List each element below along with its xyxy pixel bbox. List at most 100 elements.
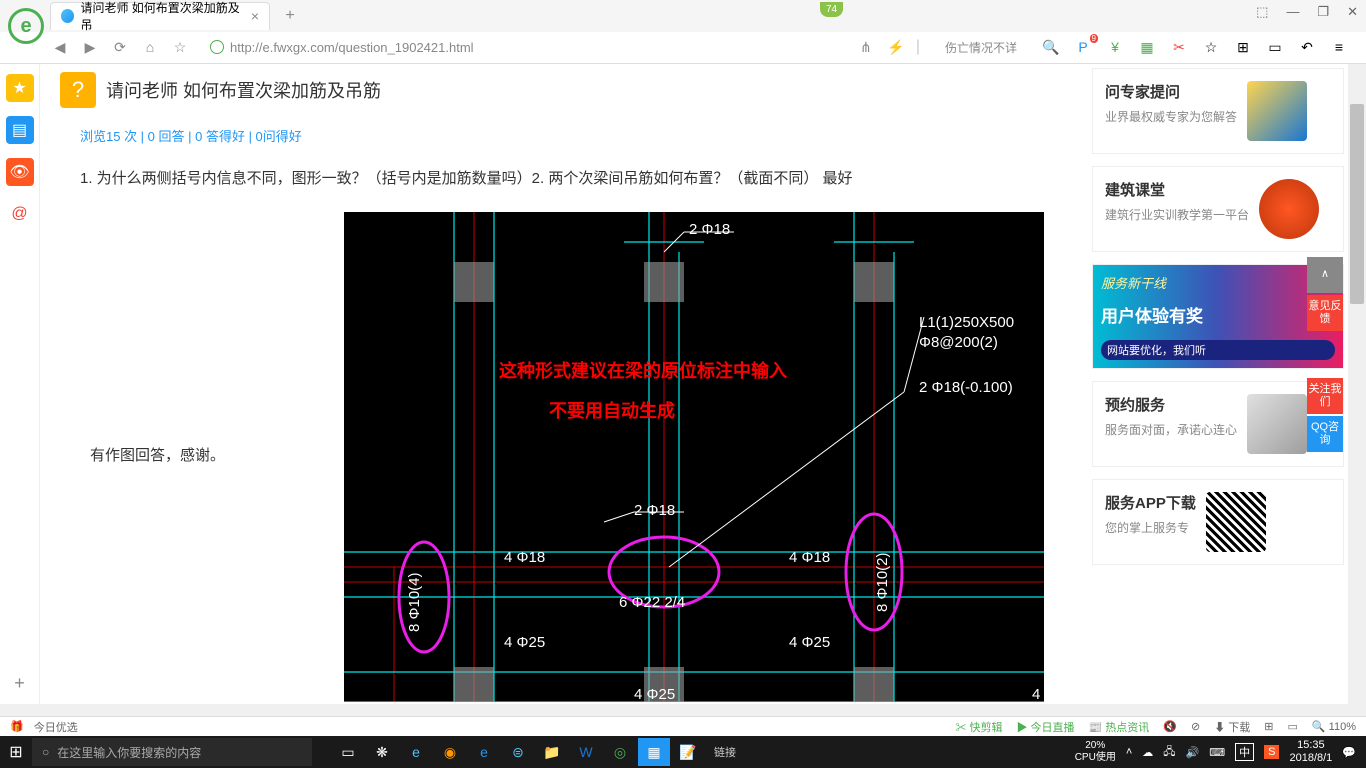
app1-icon[interactable]: ❋ [366,738,398,766]
word-icon[interactable]: W [570,738,602,766]
svg-text:4 Φ25: 4 Φ25 [634,686,675,702]
minimize-button[interactable]: — [1286,4,1299,20]
menu-icon[interactable]: ≡ [1330,38,1348,56]
home-button[interactable]: ⌂ [140,37,160,57]
reader-mode-icon[interactable]: ▭ [1288,720,1298,733]
at-icon[interactable]: @ [6,200,34,228]
tab-close-icon[interactable]: × [251,8,259,24]
block-icon[interactable]: ⊘ [1191,720,1200,733]
maximize-button[interactable]: ❐ [1317,4,1329,20]
card-expert[interactable]: 问专家提问 业界最权威专家为您解答 [1092,68,1344,154]
card-desc: 您的掌上服务专 [1105,519,1196,537]
svg-text:4 Φ25: 4 Φ25 [504,634,545,651]
news-icon[interactable]: ▤ [6,116,34,144]
onedrive-icon[interactable]: ☁ [1142,746,1153,759]
wallet-icon[interactable]: ¥ [1106,38,1124,56]
clock[interactable]: 15:35 2018/8/1 [1289,739,1332,765]
close-button[interactable]: ✕ [1347,4,1358,20]
extension-icon[interactable]: P9 [1074,38,1092,56]
hot-news[interactable]: 📰 热点资讯 [1089,719,1150,735]
mute-icon[interactable]: 🔇 [1163,720,1177,733]
network-icon[interactable]: 🖧 [1163,743,1175,762]
pin-icon[interactable]: ⬚ [1256,4,1268,20]
browser-tab[interactable]: 请问老师 如何布置次梁加筋及吊 × [50,2,270,30]
svg-text:8 Φ10(4): 8 Φ10(4) [406,573,423,633]
card-classroom[interactable]: 建筑课堂 建筑行业实训教学第一平台 [1092,166,1344,252]
share-icon[interactable]: ⋔ [856,37,876,57]
promo-banner[interactable]: 服务新干线 用户体验有奖 网站要优化，我们听 ∧ 意见反馈 [1092,264,1344,369]
windows-taskbar: ⊞ ○ 在这里输入你要搜索的内容 ▭ ❋ e ◉ e ⊜ 📁 W ◎ ▦ 📝 链… [0,736,1366,768]
live-today[interactable]: ▶ 今日直播 [1016,719,1074,735]
edge-icon[interactable]: e [400,738,432,766]
favorite-button[interactable]: ☆ [170,37,190,57]
tab-bar: 请问老师 如何布置次梁加筋及吊 × + [0,0,1366,32]
classroom-icon [1259,179,1319,239]
zoom-level[interactable]: 🔍 110% [1312,720,1356,733]
browser-status-bar: 🎁 今日优选 ✂ 快剪辑 ▶ 今日直播 📰 热点资讯 🔇 ⊘ ⬇ 下载 ⊞ ▭ … [0,716,1366,736]
weibo-icon[interactable]: 👁 [6,158,34,186]
speed-badge: 74 [820,2,843,17]
card-title: 建筑课堂 [1105,179,1249,200]
scissors-icon[interactable]: ✂ [1170,38,1188,56]
cortana-icon: ○ [42,745,49,759]
notifications-icon[interactable]: 💬 [1342,746,1356,759]
app-icon[interactable]: ▦ [1138,38,1156,56]
card-title: 预约服务 [1105,394,1237,415]
downloads[interactable]: ⬇ 下载 [1214,719,1250,735]
cortana-search[interactable]: ○ 在这里输入你要搜索的内容 [32,738,312,766]
start-button[interactable]: ⊞ [0,736,32,768]
gift-icon[interactable]: 🎁 [10,720,24,733]
feedback-button[interactable]: 意见反馈 [1307,295,1343,331]
grid-icon[interactable]: ⊞ [1234,38,1252,56]
favorites-icon[interactable]: ★ [6,74,34,102]
bookmark-icon[interactable]: ☆ [1202,38,1220,56]
tab-title: 请问老师 如何布置次梁加筋及吊 [80,0,244,33]
reload-button[interactable]: ⟳ [110,37,130,57]
system-tray: 20% CPU使用 ˄ ☁ 🖧 🔊 ⌨ 中 S 15:35 2018/8/1 💬 [1075,739,1366,765]
card-app-download[interactable]: 服务APP下载 您的掌上服务专 [1092,479,1344,565]
task-view-icon[interactable]: ▭ [332,738,364,766]
app3-icon[interactable]: ▦ [638,738,670,766]
card-title: 服务APP下载 [1105,492,1196,513]
reader-icon[interactable]: ▭ [1266,38,1284,56]
scroll-top-button[interactable]: ∧ [1307,257,1343,293]
back-button[interactable]: ◀ [50,37,70,57]
keyboard-icon[interactable]: ⌨ [1209,746,1225,759]
ime-indicator[interactable]: 中 [1235,743,1254,761]
url-text: http://e.fwxgx.com/question_1902421.html [230,40,474,55]
svg-text:4: 4 [1032,686,1040,702]
toolbar-icons: 🔍 P9 ¥ ▦ ✂ ☆ ⊞ ▭ ↶ ≡ [1042,38,1358,56]
tab-favicon-icon [61,9,74,23]
notes-icon[interactable]: 📝 [672,738,704,766]
link-status: 链接 [714,744,736,760]
follow-button[interactable]: 关注我们 [1307,378,1343,414]
today-featured[interactable]: 今日优选 [34,719,78,735]
lightning-icon[interactable]: ⚡ [886,37,906,57]
url-input[interactable]: http://e.fwxgx.com/question_1902421.html [200,40,846,55]
search-icon[interactable]: 🔍 [1042,38,1060,56]
browser2-icon[interactable]: ⊜ [502,738,534,766]
volume-icon[interactable]: 🔊 [1186,746,1200,759]
svg-text:不要用自动生成: 不要用自动生成 [549,400,675,421]
new-tab-button[interactable]: + [278,7,302,25]
add-shortcut-button[interactable]: + [14,673,25,694]
cpu-usage[interactable]: 20% CPU使用 [1075,740,1116,764]
svg-text:4 Φ18: 4 Φ18 [789,549,830,566]
undo-icon[interactable]: ↶ [1298,38,1316,56]
qq-consult-button[interactable]: QQ咨询 [1307,416,1343,452]
status-text: 伤亡情况不详 [930,39,1032,56]
360-icon[interactable]: ◎ [604,738,636,766]
explorer-icon[interactable]: 📁 [536,738,568,766]
forward-button[interactable]: ▶ [80,37,100,57]
card-appointment[interactable]: 预约服务 服务面对面，承诺心连心 关注我们 QQ咨询 [1092,381,1344,467]
sogou-icon[interactable]: S [1264,745,1279,759]
service-person-icon [1247,394,1307,454]
quick-edit[interactable]: ✂ 快剪辑 [955,719,1002,735]
scrollbar-thumb[interactable] [1350,104,1364,304]
ie-icon[interactable]: e [468,738,500,766]
app2-icon[interactable]: ◉ [434,738,466,766]
vertical-scrollbar[interactable] [1348,64,1366,704]
tray-up-icon[interactable]: ˄ [1126,746,1132,758]
qr-code-icon [1206,492,1266,552]
pip-icon[interactable]: ⊞ [1264,720,1273,733]
